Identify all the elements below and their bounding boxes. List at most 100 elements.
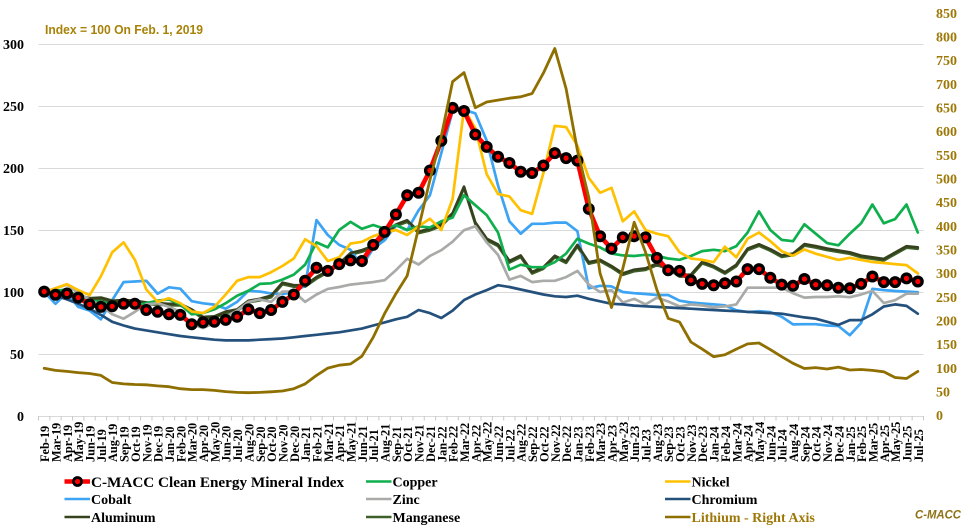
svg-text:Jul-25: Jul-25: [912, 429, 926, 462]
svg-text:Aug-24: Aug-24: [787, 424, 801, 462]
svg-text:250: 250: [936, 291, 957, 306]
svg-text:500: 500: [936, 173, 957, 188]
svg-text:200: 200: [3, 162, 24, 177]
svg-text:Jul-24: Jul-24: [776, 429, 790, 462]
svg-text:Aug-22: Aug-22: [515, 424, 529, 462]
svg-text:Nov-23: Nov-23: [685, 424, 699, 462]
svg-text:150: 150: [936, 338, 957, 353]
svg-text:Feb-19: Feb-19: [38, 426, 52, 462]
svg-text:Nov-24: Nov-24: [821, 424, 835, 462]
svg-text:May-23: May-23: [617, 422, 631, 462]
svg-text:Nov-22: Nov-22: [549, 424, 563, 462]
svg-text:May-20: May-20: [208, 422, 222, 462]
svg-text:50: 50: [10, 348, 24, 363]
svg-text:Lithium - Right Axis: Lithium - Right Axis: [692, 511, 816, 525]
svg-text:Dec-23: Dec-23: [696, 426, 710, 462]
svg-text:Mar-25: Mar-25: [866, 423, 880, 462]
svg-text:400: 400: [936, 220, 957, 235]
svg-text:350: 350: [936, 244, 957, 259]
svg-text:Jun-21: Jun-21: [356, 426, 370, 462]
svg-text:Jul-19: Jul-19: [95, 429, 109, 462]
svg-text:Dec-24: Dec-24: [832, 426, 846, 462]
svg-text:Jul-23: Jul-23: [640, 429, 654, 462]
svg-text:Oct-23: Oct-23: [674, 426, 688, 462]
svg-text:Mar-19: Mar-19: [50, 423, 64, 462]
svg-text:Feb-25: Feb-25: [855, 426, 869, 462]
svg-text:Apr-25: Apr-25: [878, 425, 892, 462]
svg-text:Copper: Copper: [393, 475, 438, 490]
svg-text:May-19: May-19: [72, 422, 86, 462]
svg-text:Mar-23: Mar-23: [594, 423, 608, 462]
svg-text:Aluminum: Aluminum: [91, 511, 156, 525]
svg-text:450: 450: [936, 196, 957, 211]
svg-text:Sep-21: Sep-21: [390, 426, 404, 462]
svg-text:Jan-24: Jan-24: [708, 426, 722, 462]
svg-text:May-24: May-24: [753, 422, 767, 462]
svg-text:May-25: May-25: [889, 422, 903, 462]
svg-text:C-MACC: C-MACC: [915, 507, 961, 521]
svg-text:250: 250: [3, 100, 24, 115]
svg-text:0: 0: [17, 410, 24, 425]
svg-text:May-22: May-22: [481, 422, 495, 462]
svg-text:Dec-22: Dec-22: [560, 426, 574, 462]
svg-text:Aug-20: Aug-20: [242, 424, 256, 462]
svg-text:Mar-20: Mar-20: [186, 423, 200, 462]
svg-text:Feb-20: Feb-20: [174, 426, 188, 462]
svg-text:Apr-20: Apr-20: [197, 425, 211, 462]
svg-text:Apr-23: Apr-23: [606, 425, 620, 462]
svg-text:Dec-20: Dec-20: [288, 426, 302, 462]
svg-text:Aug-19: Aug-19: [106, 424, 120, 462]
svg-text:Dec-19: Dec-19: [152, 426, 166, 462]
svg-text:Sep-22: Sep-22: [526, 426, 540, 462]
svg-text:Nickel: Nickel: [692, 475, 730, 490]
svg-text:Nov-21: Nov-21: [413, 424, 427, 462]
svg-text:700: 700: [936, 78, 957, 93]
svg-text:May-21: May-21: [345, 422, 359, 462]
svg-text:Jan-25: Jan-25: [844, 426, 858, 462]
svg-text:100: 100: [3, 286, 24, 301]
svg-text:Apr-21: Apr-21: [333, 425, 347, 462]
svg-text:150: 150: [3, 224, 24, 239]
svg-text:Jan-20: Jan-20: [163, 426, 177, 462]
svg-text:Chromium: Chromium: [692, 493, 758, 508]
svg-text:Jun-25: Jun-25: [901, 426, 915, 462]
svg-text:800: 800: [936, 31, 957, 46]
svg-text:Index = 100 On Feb. 1, 2019: Index = 100 On Feb. 1, 2019: [45, 22, 203, 37]
svg-text:C-MACC Clean Energy Mineral In: C-MACC Clean Energy Mineral Index: [91, 474, 345, 491]
svg-text:Feb-22: Feb-22: [447, 426, 461, 462]
svg-text:600: 600: [936, 125, 957, 140]
svg-text:Jul-21: Jul-21: [367, 429, 381, 462]
svg-text:Feb-21: Feb-21: [311, 426, 325, 462]
svg-text:Nov-20: Nov-20: [276, 424, 290, 462]
svg-text:Manganese: Manganese: [393, 511, 461, 525]
svg-text:Jun-24: Jun-24: [764, 426, 778, 462]
svg-text:Mar-21: Mar-21: [322, 423, 336, 462]
svg-text:Jan-22: Jan-22: [435, 426, 449, 462]
svg-text:Feb-24: Feb-24: [719, 426, 733, 462]
svg-text:Oct-19: Oct-19: [129, 426, 143, 462]
svg-text:Mar-22: Mar-22: [458, 423, 472, 462]
svg-text:200: 200: [936, 315, 957, 330]
svg-text:50: 50: [936, 386, 950, 401]
svg-text:Zinc: Zinc: [393, 493, 420, 508]
svg-text:Aug-21: Aug-21: [379, 424, 393, 462]
svg-text:Sep-20: Sep-20: [254, 426, 268, 462]
svg-text:100: 100: [936, 362, 957, 377]
svg-text:Oct-21: Oct-21: [401, 426, 415, 462]
svg-text:Mar-24: Mar-24: [730, 423, 744, 462]
svg-text:Sep-24: Sep-24: [798, 426, 812, 462]
svg-text:Sep-19: Sep-19: [118, 426, 132, 462]
svg-text:Oct-22: Oct-22: [537, 426, 551, 462]
svg-text:Apr-19: Apr-19: [61, 425, 75, 462]
svg-text:750: 750: [936, 54, 957, 69]
svg-text:Jun-19: Jun-19: [84, 426, 98, 462]
svg-text:300: 300: [936, 267, 957, 282]
svg-text:Apr-24: Apr-24: [742, 425, 756, 462]
svg-text:Aug-23: Aug-23: [651, 424, 665, 462]
svg-text:Feb-23: Feb-23: [583, 426, 597, 462]
svg-text:Jul-22: Jul-22: [503, 429, 517, 462]
svg-text:Jan-21: Jan-21: [299, 426, 313, 462]
svg-text:Jan-23: Jan-23: [571, 426, 585, 462]
svg-text:650: 650: [936, 102, 957, 117]
svg-text:Cobalt: Cobalt: [91, 493, 132, 508]
